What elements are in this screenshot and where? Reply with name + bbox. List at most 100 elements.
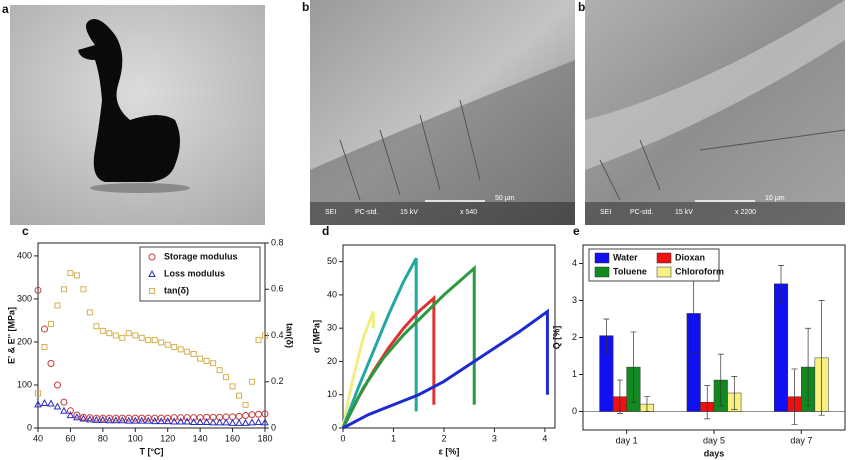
- point: [190, 351, 197, 357]
- x-tick-label: 100: [128, 433, 143, 443]
- point: [73, 272, 80, 279]
- error-bar: [818, 300, 825, 416]
- point: [40, 325, 48, 333]
- point: [210, 360, 217, 367]
- x-tick-label: 4: [542, 433, 547, 443]
- point: [99, 415, 107, 423]
- bar: [774, 283, 789, 412]
- point: [236, 392, 243, 399]
- legend-label: Loss modulus: [164, 268, 225, 278]
- point: [92, 415, 101, 423]
- error-bar: [731, 376, 738, 410]
- point: [150, 417, 159, 425]
- point: [73, 411, 81, 419]
- x-tick-label: 0: [340, 433, 345, 443]
- y-tick-label: 0: [27, 422, 32, 432]
- photo: [10, 5, 265, 225]
- point: [132, 332, 139, 339]
- y-tick-label: 300: [17, 293, 32, 303]
- point: [228, 418, 237, 426]
- error-bar: [704, 385, 711, 420]
- legend-swatch: [594, 266, 610, 278]
- panel-label: a: [2, 2, 9, 16]
- point: [86, 414, 94, 422]
- point: [124, 416, 133, 424]
- line: [341, 257, 418, 429]
- point: [261, 418, 269, 426]
- sem-bar: [585, 202, 845, 225]
- error-bar: [717, 353, 724, 407]
- y-tick-label: 20: [327, 356, 337, 366]
- x-tick-label: 60: [65, 433, 75, 443]
- x-tick-label: 120: [160, 433, 175, 443]
- point: [202, 417, 211, 425]
- error-bar: [805, 327, 812, 407]
- x-tick-label: 160: [225, 433, 240, 443]
- point: [67, 270, 74, 277]
- point: [176, 417, 185, 425]
- point: [216, 367, 223, 374]
- plot-frame: [342, 244, 556, 429]
- point: [99, 327, 106, 334]
- y2-tick-label: 0.2: [271, 376, 284, 386]
- error-bar: [603, 318, 610, 353]
- point: [47, 320, 54, 327]
- point: [105, 416, 114, 424]
- point: [222, 418, 230, 426]
- sem-info: PC-std.: [630, 209, 653, 216]
- point: [73, 413, 81, 421]
- legend-label: tan(δ): [164, 285, 189, 295]
- panel-label: e: [573, 224, 580, 238]
- y-tick-label: 0: [332, 422, 337, 432]
- error-bar: [630, 331, 637, 403]
- point: [235, 418, 243, 426]
- point: [40, 399, 49, 407]
- legend-marker: [148, 269, 156, 277]
- x-tick-label: 2: [441, 433, 446, 443]
- point: [35, 390, 41, 397]
- point: [119, 334, 126, 341]
- point: [170, 417, 179, 425]
- point: [145, 337, 152, 344]
- x-tick-label: 180: [257, 433, 272, 443]
- point: [47, 359, 55, 367]
- point: [60, 398, 68, 406]
- y-tick-label: 400: [17, 250, 32, 260]
- sem-info: x 2200: [735, 209, 756, 216]
- point: [158, 339, 165, 346]
- point: [151, 337, 158, 344]
- panel-label: b: [578, 0, 585, 14]
- point: [164, 341, 171, 348]
- point: [93, 323, 100, 330]
- x-axis-title: T [°C]: [139, 446, 163, 456]
- legend-swatch: [656, 266, 672, 278]
- sem-info: SEI: [600, 209, 611, 216]
- point: [248, 418, 256, 426]
- y-axis-title: E' & E'' [MPa]: [6, 307, 16, 364]
- legend-swatch: [594, 252, 610, 264]
- error-bar: [643, 396, 650, 412]
- sem-image: [585, 0, 846, 225]
- legend-label: Water: [613, 252, 638, 262]
- x-tick-label: 40: [33, 433, 43, 443]
- panel-label: c: [22, 224, 29, 238]
- point: [79, 413, 87, 421]
- point: [242, 412, 250, 420]
- point: [203, 357, 210, 364]
- y2-tick-label: 0: [271, 422, 276, 432]
- error-bar: [616, 379, 623, 414]
- legend-marker: [149, 288, 155, 294]
- y-axis-title: σ [MPa]: [311, 320, 321, 353]
- y-tick-label: 2: [572, 332, 577, 342]
- point: [196, 417, 204, 425]
- y-tick-label: 1: [572, 369, 577, 379]
- point: [249, 378, 256, 385]
- point: [248, 411, 256, 419]
- y2-tick-label: 0.8: [271, 237, 284, 247]
- point: [242, 401, 249, 408]
- y-tick-label: 30: [327, 323, 337, 333]
- y-axis-title: Q [%]: [551, 326, 561, 350]
- legend-swatch: [656, 252, 672, 264]
- legend-marker: [148, 253, 156, 261]
